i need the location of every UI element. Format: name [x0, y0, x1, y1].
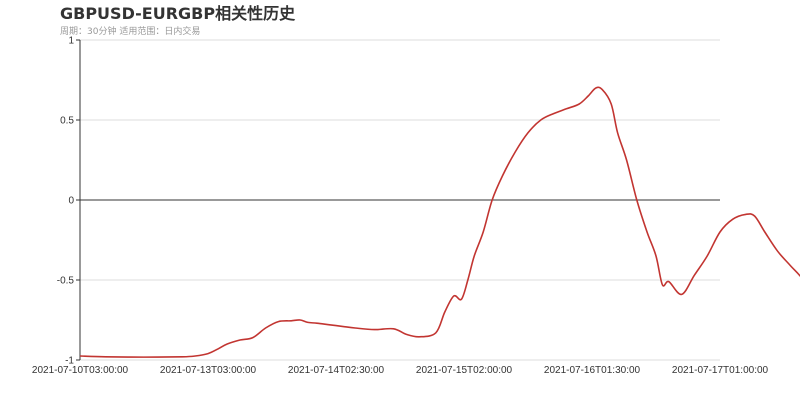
- x-tick-label: 2021-07-14T02:30:00: [288, 365, 385, 376]
- x-tick-label: 2021-07-15T02:00:00: [416, 365, 513, 376]
- y-tick-label: 1: [68, 36, 74, 47]
- y-tick-label: -1: [65, 356, 74, 367]
- series-line-0: [79, 86, 800, 358]
- x-tick-label: 2021-07-13T03:00:00: [160, 365, 257, 376]
- y-tick-label: -0.5: [57, 276, 75, 287]
- x-tick-label: 2021-07-17T01:00:00: [672, 365, 769, 376]
- chart-subtitle: 周期：30分钟 适用范围：日内交易: [60, 27, 201, 37]
- x-tick-label: 2021-07-10T03:00:00: [32, 365, 129, 376]
- y-tick-label: 0: [68, 196, 74, 207]
- x-tick-label: 2021-07-16T01:30:00: [544, 365, 641, 376]
- y-tick-label: 0.5: [60, 116, 74, 127]
- chart-title: GBPUSD-EURGBP相关性历史: [60, 4, 296, 23]
